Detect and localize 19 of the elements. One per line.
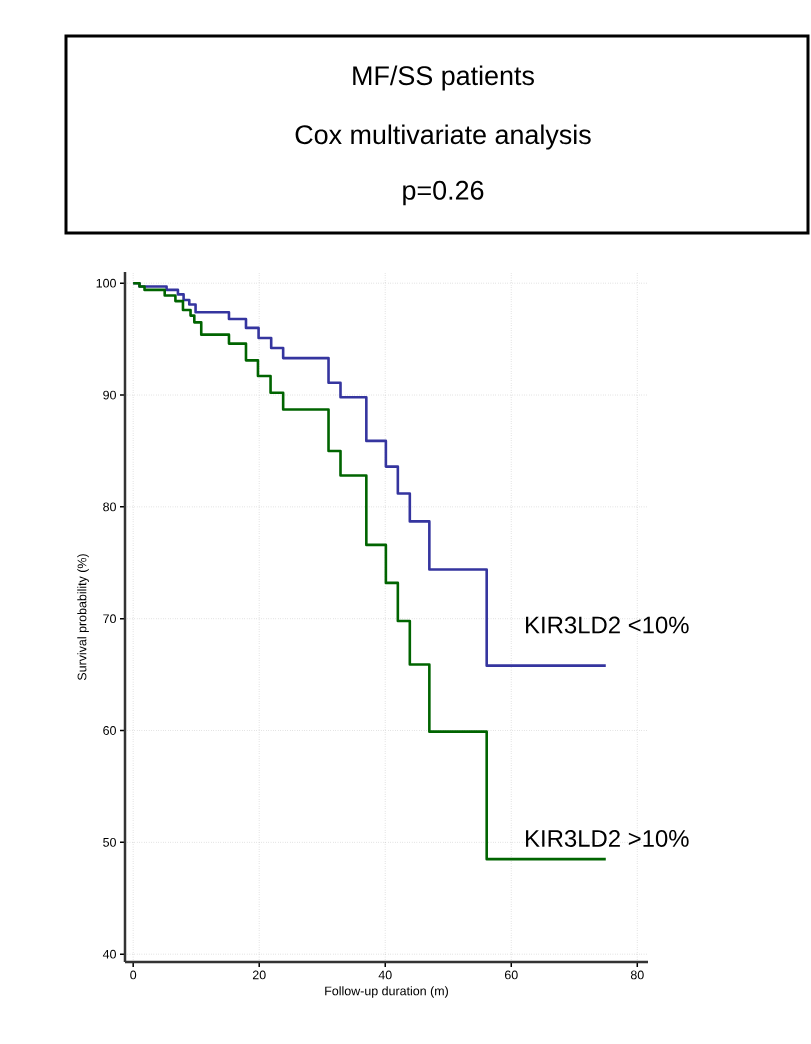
x-tick-label: 80: [630, 970, 644, 980]
y-axis-title: Survival probability (%): [77, 554, 89, 681]
y-tick-label: 50: [103, 837, 116, 847]
y-tick-label: 90: [103, 390, 116, 400]
text: p=0.26: [403, 180, 484, 206]
y-tick-label: 40: [102, 949, 116, 959]
chart-subtitle: Cox multivariate analysis: [295, 124, 591, 150]
x-tick-label: 40: [378, 970, 392, 980]
y-tick-label: 100: [96, 278, 116, 288]
y-tick-label: 60: [103, 726, 116, 735]
series-label: KIR3LD2 >10%: [526, 830, 689, 847]
x-tick-label: 0: [130, 970, 137, 980]
x-tick-label: 60: [504, 970, 518, 980]
x-axis-title: Follow-up duration (m): [325, 986, 448, 998]
y-tick-label: 70: [103, 614, 116, 624]
series-label: KIR3LD2 <10%: [526, 616, 689, 634]
y-tick-label: 80: [103, 502, 116, 512]
x-tick-label: 20: [252, 970, 266, 980]
chart-title: MF/SS patients: [353, 65, 534, 91]
